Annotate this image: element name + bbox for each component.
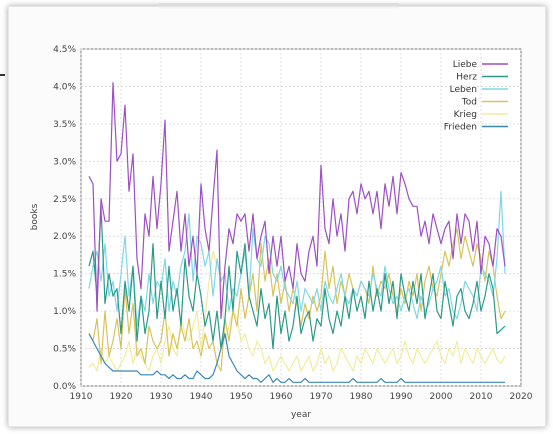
y-tick-label: 0.0%	[53, 382, 76, 392]
y-axis-label: books	[30, 203, 40, 230]
x-tick-label: 1940	[190, 392, 213, 402]
x-tick-label: 2020	[510, 392, 533, 402]
legend-label-krieg: Krieg	[454, 110, 477, 120]
x-axis-label: year	[291, 410, 311, 420]
series-line-krieg	[88, 250, 506, 372]
y-tick-labels: 0.0% 0.5% 1.0% 1.5% 2.0% 2.5% 3.0% 3.5% 4.0% 4.5%	[53, 45, 76, 392]
series-line-liebe	[88, 82, 506, 320]
x-tick-label: 1980	[350, 392, 373, 402]
y-tick-label: 3.5%	[53, 120, 76, 130]
x-tick-label: 1960	[270, 392, 293, 402]
series-line-leben	[88, 190, 506, 327]
chart-frame: 1910 1920 1930 1940 1950 1960 1970 1980 1990 2000…	[8, 3, 546, 427]
x-tick-label: 2000	[430, 392, 453, 402]
x-tick-labels: 1910 1920 1930 1940 1950 1960 1970 1980 1990 2000…	[70, 392, 533, 402]
y-tick-label: 0.5%	[53, 345, 76, 355]
x-tick-label: 1990	[390, 392, 413, 402]
left-edge-mark	[0, 74, 5, 76]
y-tick-label: 2.0%	[53, 232, 76, 242]
y-tick-label: 1.5%	[53, 270, 76, 280]
legend-label-liebe: Liebe	[453, 60, 478, 70]
top-edge-strip	[159, 3, 399, 10]
series-line-herz	[88, 205, 506, 350]
y-tick-label: 4.0%	[53, 82, 76, 92]
legend: Liebe Herz Leben Tod Krieg Frieden	[444, 60, 508, 133]
x-tick-label: 2010	[470, 392, 493, 402]
legend-label-herz: Herz	[456, 73, 477, 83]
series-layer	[88, 82, 506, 383]
plot-area	[80, 48, 522, 387]
legend-label-tod: Tod	[461, 98, 477, 108]
y-tick-label: 4.5%	[53, 45, 76, 55]
x-tick-label: 1970	[310, 392, 333, 402]
x-tick-label: 1910	[70, 392, 93, 402]
x-tick-label: 1930	[150, 392, 173, 402]
x-tick-label: 1950	[230, 392, 253, 402]
legend-label-leben: Leben	[450, 85, 477, 95]
y-tick-label: 3.0%	[53, 157, 76, 167]
x-tick-label: 1920	[110, 392, 133, 402]
line-chart: 1910 1920 1930 1940 1950 1960 1970 1980 1990 2000…	[30, 45, 533, 420]
y-tick-label: 1.0%	[53, 307, 76, 317]
legend-label-frieden: Frieden	[444, 123, 477, 133]
y-tick-label: 2.5%	[53, 195, 76, 205]
series-line-frieden	[88, 333, 505, 383]
